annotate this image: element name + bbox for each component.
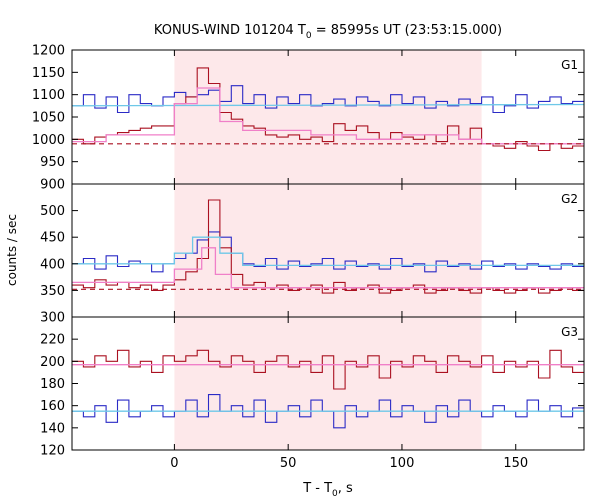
y-tick-label: 160: [40, 399, 65, 414]
y-tick-label: 1200: [32, 44, 65, 59]
y-tick-label: 1150: [32, 66, 65, 81]
series-red-step: [72, 349, 584, 390]
y-tick-label: 500: [40, 204, 65, 219]
y-tick-label: 950: [40, 155, 65, 170]
y-tick-label: 900: [40, 178, 65, 193]
panel-g2: 300 350 400 450 500 G2: [40, 183, 585, 326]
y-tick-label: 1050: [32, 111, 65, 126]
y-tick-label: 1100: [32, 88, 65, 103]
series-red-step: [72, 199, 584, 294]
series-pink-fit: [72, 87, 584, 145]
x-tick-label: 0: [170, 456, 178, 471]
panel-g3: 120 140 160 180 200 220 G3 0 50 100 150: [40, 316, 585, 471]
series-blue-step: [72, 231, 584, 273]
y-tick-label: 300: [40, 311, 65, 326]
panel-label: G2: [561, 192, 578, 206]
y-tick-label: 350: [40, 284, 65, 299]
x-tick-label: 150: [503, 456, 528, 471]
y-tick-label: 180: [40, 377, 65, 392]
x-axis-label: T - T0, s: [302, 481, 353, 499]
y-tick-label: 200: [40, 355, 65, 370]
y-tick-label: 120: [40, 444, 65, 459]
x-tick-label: 50: [280, 456, 297, 471]
y-tick-label: 1000: [32, 133, 65, 148]
chart-title: KONUS-WIND 101204 T0 = 85995s UT (23:53:…: [154, 23, 502, 41]
highlight-interval: [174, 50, 482, 184]
series-red-step: [72, 67, 584, 152]
y-tick-label: 450: [40, 231, 65, 246]
series-pink-fit: [72, 247, 584, 289]
highlight-interval: [174, 184, 482, 317]
series-cyan-fit: [72, 236, 584, 267]
panel-label: G3: [561, 325, 578, 339]
series-cyan-fit: [71, 103, 585, 107]
y-axis-label: counts / sec: [5, 214, 19, 286]
y-tick-label: 400: [40, 257, 65, 272]
panels: 90095010001050110011501200G1300350400450…: [32, 44, 585, 471]
highlight-interval: [174, 317, 482, 450]
x-tick-label: 100: [390, 456, 415, 471]
y-tick-label: 220: [40, 333, 65, 348]
panel-g1: 900 950 1000 1050 1100 1150 1200 G1: [32, 44, 585, 193]
panel-label: G1: [561, 58, 578, 72]
y-tick-label: 140: [40, 421, 65, 436]
